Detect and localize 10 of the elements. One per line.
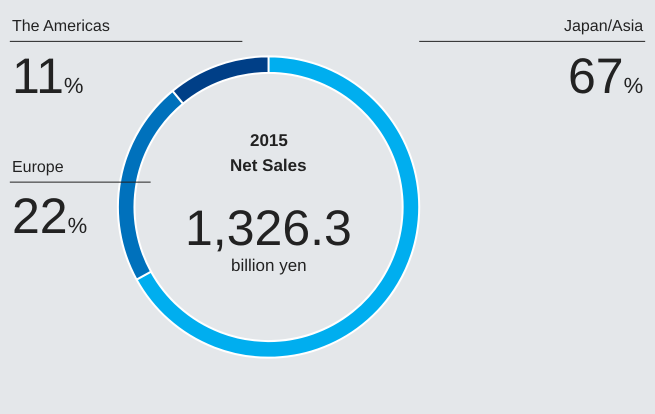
- slice-label: Japan/Asia: [564, 18, 644, 35]
- data-label: 11%: [12, 48, 84, 104]
- text: 1,326.3: [185, 200, 352, 256]
- text: 2015: [250, 131, 288, 150]
- text: billion yen: [231, 256, 307, 275]
- slice-label: The Americas: [12, 18, 110, 35]
- data-label: 67%: [568, 48, 644, 104]
- text: Net Sales: [230, 156, 307, 175]
- data-label: 22%: [12, 188, 88, 244]
- slice-label: Europe: [12, 159, 64, 176]
